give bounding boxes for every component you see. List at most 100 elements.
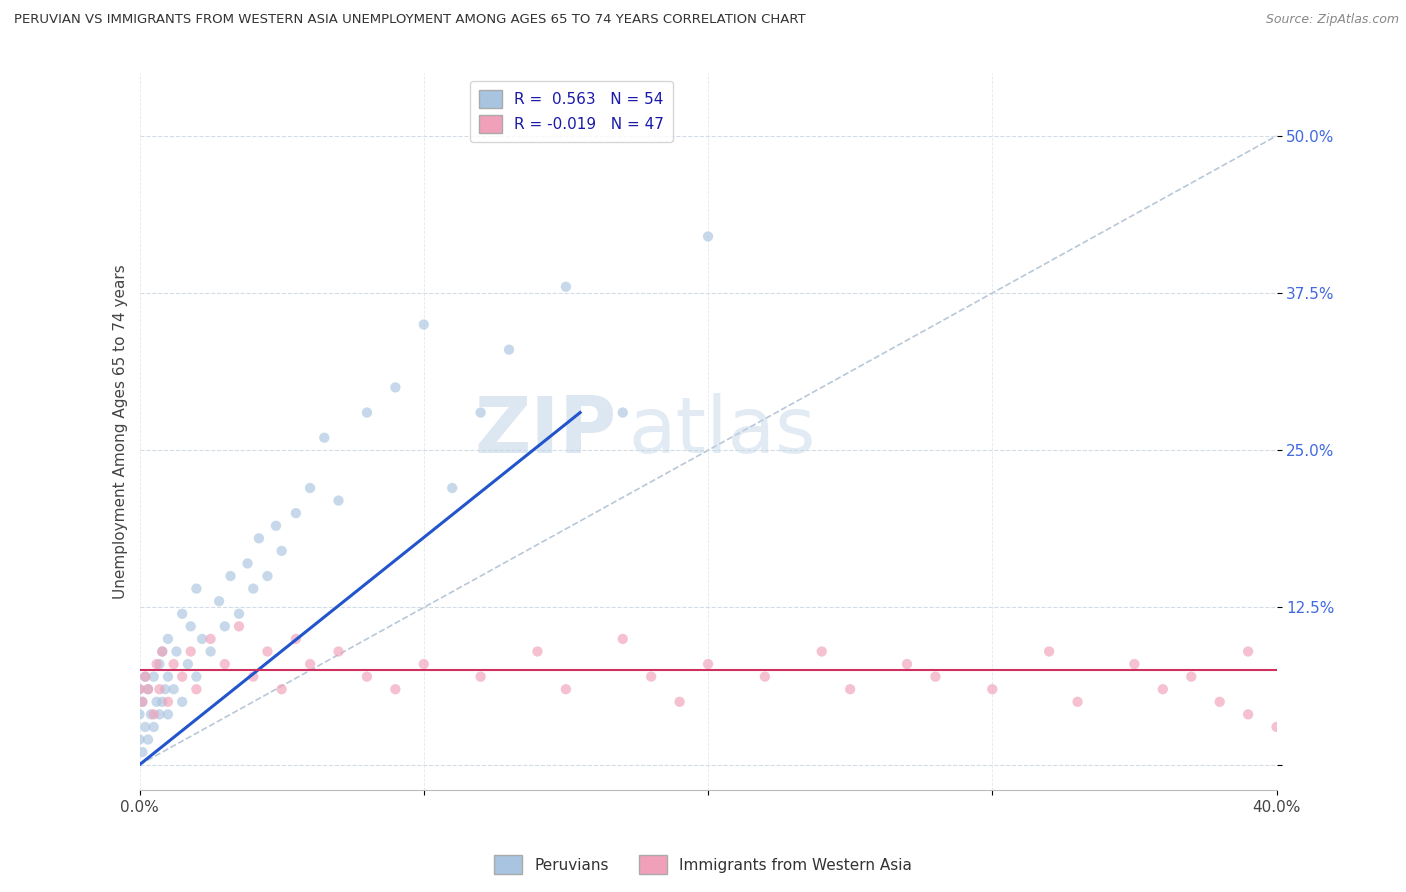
- Point: [412, 318, 434, 332]
- Point: [134, 720, 156, 734]
- Point: [612, 405, 634, 419]
- Point: [131, 745, 153, 759]
- Point: [328, 493, 350, 508]
- Point: [526, 644, 548, 658]
- Point: [697, 229, 720, 244]
- Point: [177, 657, 200, 671]
- Point: [270, 544, 292, 558]
- Point: [180, 619, 202, 633]
- Point: [1237, 707, 1260, 722]
- Point: [356, 670, 378, 684]
- Point: [163, 657, 186, 671]
- Point: [668, 695, 690, 709]
- Point: [134, 670, 156, 684]
- Point: [150, 695, 173, 709]
- Point: [128, 707, 150, 722]
- Point: [236, 557, 259, 571]
- Point: [172, 670, 194, 684]
- Point: [172, 607, 194, 621]
- Point: [470, 670, 492, 684]
- Point: [1066, 695, 1088, 709]
- Point: [384, 380, 406, 394]
- Point: [156, 707, 179, 722]
- Point: [156, 670, 179, 684]
- Point: [754, 670, 776, 684]
- Point: [981, 682, 1004, 697]
- Point: [256, 644, 278, 658]
- Point: [270, 682, 292, 697]
- Point: [131, 695, 153, 709]
- Point: [1038, 644, 1060, 658]
- Point: [284, 506, 307, 520]
- Point: [128, 682, 150, 697]
- Point: [128, 682, 150, 697]
- Point: [214, 657, 236, 671]
- Point: [136, 732, 159, 747]
- Point: [156, 632, 179, 646]
- Point: [200, 632, 222, 646]
- Point: [1265, 720, 1288, 734]
- Point: [180, 644, 202, 658]
- Point: [470, 405, 492, 419]
- Point: [554, 682, 576, 697]
- Point: [314, 431, 336, 445]
- Point: [134, 670, 156, 684]
- Point: [810, 644, 832, 658]
- Point: [139, 707, 162, 722]
- Point: [328, 644, 350, 658]
- Point: [1237, 644, 1260, 658]
- Point: [299, 481, 322, 495]
- Text: PERUVIAN VS IMMIGRANTS FROM WESTERN ASIA UNEMPLOYMENT AMONG AGES 65 TO 74 YEARS : PERUVIAN VS IMMIGRANTS FROM WESTERN ASIA…: [14, 13, 806, 27]
- Text: Source: ZipAtlas.com: Source: ZipAtlas.com: [1265, 13, 1399, 27]
- Point: [554, 280, 576, 294]
- Point: [228, 607, 250, 621]
- Point: [384, 682, 406, 697]
- Point: [191, 632, 214, 646]
- Point: [186, 582, 208, 596]
- Legend: Peruvians, Immigrants from Western Asia: Peruvians, Immigrants from Western Asia: [488, 849, 918, 880]
- Point: [214, 619, 236, 633]
- Point: [441, 481, 464, 495]
- Point: [148, 657, 170, 671]
- Point: [412, 657, 434, 671]
- Point: [612, 632, 634, 646]
- Point: [264, 518, 287, 533]
- Point: [145, 657, 167, 671]
- Point: [156, 695, 179, 709]
- Point: [284, 632, 307, 646]
- Point: [148, 707, 170, 722]
- Point: [242, 670, 264, 684]
- Point: [924, 670, 946, 684]
- Point: [131, 695, 153, 709]
- Point: [136, 682, 159, 697]
- Point: [640, 670, 662, 684]
- Point: [839, 682, 862, 697]
- Point: [356, 405, 378, 419]
- Text: atlas: atlas: [628, 393, 815, 469]
- Point: [498, 343, 520, 357]
- Point: [1208, 695, 1230, 709]
- Point: [208, 594, 231, 608]
- Point: [228, 619, 250, 633]
- Point: [256, 569, 278, 583]
- Point: [145, 695, 167, 709]
- Point: [247, 531, 270, 545]
- Point: [142, 707, 165, 722]
- Point: [1123, 657, 1146, 671]
- Point: [219, 569, 242, 583]
- Point: [150, 644, 173, 658]
- Point: [200, 644, 222, 658]
- Point: [697, 657, 720, 671]
- Y-axis label: Unemployment Among Ages 65 to 74 years: Unemployment Among Ages 65 to 74 years: [114, 264, 128, 599]
- Point: [148, 682, 170, 697]
- Text: ZIP: ZIP: [475, 393, 617, 469]
- Point: [128, 732, 150, 747]
- Point: [1180, 670, 1202, 684]
- Point: [172, 695, 194, 709]
- Legend: R =  0.563   N = 54, R = -0.019   N = 47: R = 0.563 N = 54, R = -0.019 N = 47: [470, 80, 673, 143]
- Point: [186, 682, 208, 697]
- Point: [166, 644, 188, 658]
- Point: [163, 682, 186, 697]
- Point: [299, 657, 322, 671]
- Point: [142, 670, 165, 684]
